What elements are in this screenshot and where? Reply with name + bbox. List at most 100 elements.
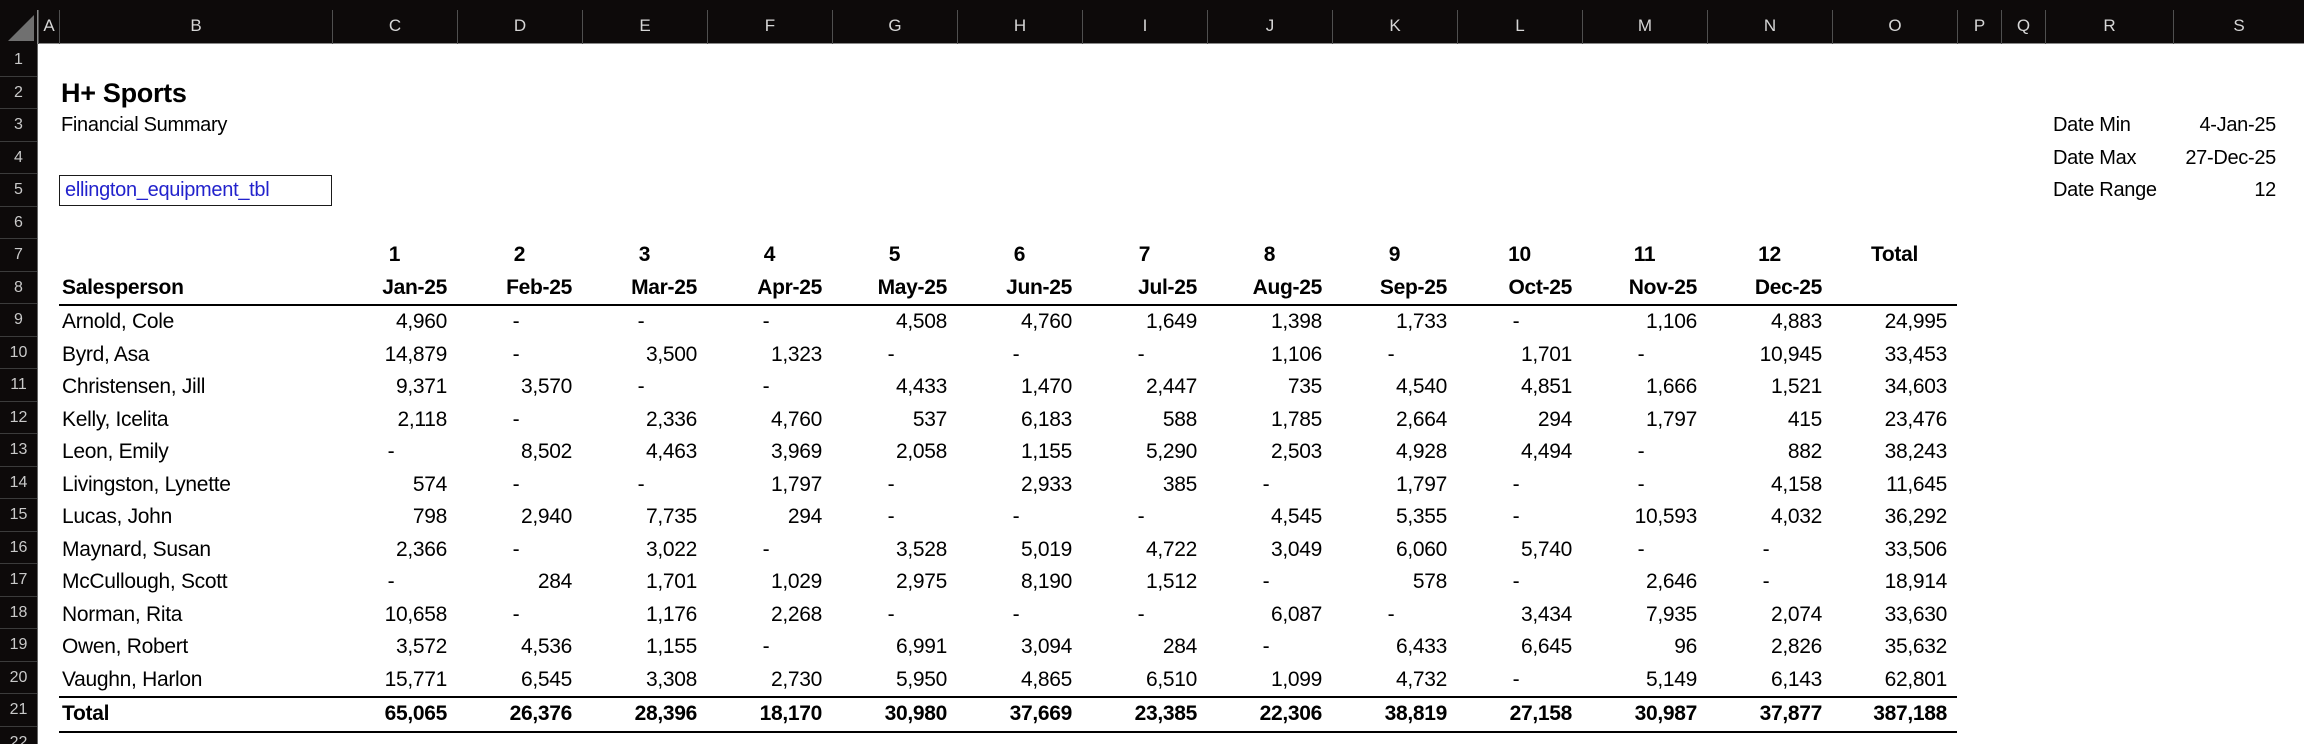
column-total-cell[interactable]: 27,158	[1457, 696, 1582, 733]
value-cell[interactable]: -	[512, 407, 520, 431]
value-cell[interactable]: -	[1637, 472, 1645, 496]
value-cell[interactable]: -	[887, 602, 895, 626]
month-header-cell[interactable]: Jun-25	[957, 271, 1082, 306]
value-cell[interactable]: -	[762, 537, 770, 561]
row-header-16[interactable]: 16	[0, 532, 37, 564]
column-header-R[interactable]: R	[2045, 10, 2173, 44]
salesperson-cell[interactable]: Kelly, Icelita	[62, 407, 169, 431]
date-panel-label[interactable]: Date Max	[2053, 146, 2137, 169]
value-cell[interactable]: 294	[1537, 407, 1572, 431]
value-cell[interactable]: 6,183	[1020, 407, 1072, 431]
value-cell[interactable]: 415	[1787, 407, 1822, 431]
value-cell[interactable]: 1,666	[1645, 375, 1697, 398]
date-panel-value[interactable]: 27-Dec-25	[2185, 146, 2276, 169]
value-cell[interactable]: -	[1512, 472, 1520, 496]
date-panel-value[interactable]: 4-Jan-25	[2199, 114, 2276, 136]
value-cell[interactable]: 5,149	[1645, 667, 1697, 691]
value-cell[interactable]: -	[1262, 635, 1270, 658]
row-header-1[interactable]: 1	[0, 44, 37, 77]
row-header-3[interactable]: 3	[0, 109, 37, 142]
value-cell[interactable]: 6,645	[1520, 635, 1572, 658]
value-cell[interactable]: 7,735	[645, 505, 697, 528]
value-cell[interactable]: -	[512, 310, 520, 333]
select-all-corner[interactable]	[0, 10, 38, 44]
value-cell[interactable]: 14,879	[384, 342, 448, 366]
row-total-cell[interactable]: 24,995	[1884, 310, 1948, 333]
month-number-cell[interactable]: 7	[1138, 243, 1151, 266]
value-cell[interactable]: 537	[912, 407, 947, 431]
value-cell[interactable]: 2,118	[397, 407, 448, 431]
column-total-cell[interactable]: 30,980	[832, 696, 957, 733]
row-header-22[interactable]: 22	[0, 727, 37, 744]
column-header-H[interactable]: H	[957, 10, 1082, 44]
column-header-P[interactable]: P	[1957, 10, 2001, 44]
value-cell[interactable]: 7,935	[1645, 602, 1697, 626]
value-cell[interactable]: 574	[412, 472, 447, 496]
value-cell[interactable]: 6,510	[1145, 667, 1197, 691]
value-cell[interactable]: 6,060	[1395, 537, 1447, 561]
row-header-18[interactable]: 18	[0, 597, 37, 629]
salesperson-cell[interactable]: Christensen, Jill	[62, 375, 206, 398]
value-cell[interactable]: 1,470	[1020, 375, 1072, 398]
value-cell[interactable]: 1,797	[770, 472, 822, 496]
column-header-Q[interactable]: Q	[2001, 10, 2045, 44]
value-cell[interactable]: 882	[1787, 440, 1822, 463]
value-cell[interactable]: 3,572	[395, 635, 447, 658]
value-cell[interactable]: 10,945	[1759, 342, 1823, 366]
value-cell[interactable]: -	[1512, 667, 1520, 691]
row-header-2[interactable]: 2	[0, 77, 37, 109]
row-total-cell[interactable]: 36,292	[1884, 505, 1948, 528]
empty-cell[interactable]	[1832, 271, 1957, 306]
value-cell[interactable]: 2,730	[770, 667, 822, 691]
month-number-cell[interactable]: 6	[1013, 243, 1026, 266]
value-cell[interactable]: 2,664	[1395, 407, 1447, 431]
value-cell[interactable]: 4,494	[1520, 440, 1572, 463]
value-cell[interactable]: 4,545	[1270, 505, 1322, 528]
row-header-19[interactable]: 19	[0, 629, 37, 662]
salesperson-cell[interactable]: Livingston, Lynette	[62, 472, 231, 496]
column-header-K[interactable]: K	[1332, 10, 1457, 44]
value-cell[interactable]: -	[637, 310, 645, 333]
column-total-cell[interactable]: 22,306	[1207, 696, 1332, 733]
value-cell[interactable]: 8,190	[1020, 570, 1072, 593]
column-header-J[interactable]: J	[1207, 10, 1332, 44]
month-header-cell[interactable]: Apr-25	[707, 271, 832, 306]
column-total-cell[interactable]: 28,396	[582, 696, 707, 733]
value-cell[interactable]: 3,434	[1520, 602, 1572, 626]
value-cell[interactable]: 294	[787, 505, 822, 528]
row-header-6[interactable]: 6	[0, 207, 37, 239]
value-cell[interactable]: -	[512, 342, 520, 366]
value-cell[interactable]: 1,176	[645, 602, 697, 626]
value-cell[interactable]: 2,940	[520, 505, 572, 528]
value-cell[interactable]: 2,503	[1270, 440, 1322, 463]
value-cell[interactable]: 1,106	[1270, 342, 1322, 366]
date-panel-label[interactable]: Date Min	[2053, 114, 2131, 136]
value-cell[interactable]: -	[762, 635, 770, 658]
value-cell[interactable]: 3,969	[770, 440, 822, 463]
value-cell[interactable]: -	[1387, 342, 1395, 366]
value-cell[interactable]: 4,158	[1770, 472, 1822, 496]
column-total-cell[interactable]: 23,385	[1082, 696, 1207, 733]
value-cell[interactable]: 5,019	[1020, 537, 1072, 561]
row-header-8[interactable]: 8	[0, 272, 37, 304]
value-cell[interactable]: 385	[1162, 472, 1197, 496]
column-header-E[interactable]: E	[582, 10, 707, 44]
value-cell[interactable]: 8,502	[520, 440, 572, 463]
value-cell[interactable]: 1,797	[1645, 407, 1697, 431]
row-header-13[interactable]: 13	[0, 434, 37, 467]
named-range-box[interactable]: ellington_equipment_tbl	[59, 175, 332, 206]
month-header-cell[interactable]: Dec-25	[1707, 271, 1832, 306]
value-cell[interactable]: 4,851	[1520, 375, 1572, 398]
month-number-cell[interactable]: 2	[513, 243, 526, 266]
sheet-title-cell[interactable]: H+ Sports	[61, 77, 187, 108]
total-header-cell[interactable]: Total	[1870, 243, 1919, 266]
value-cell[interactable]: 1,797	[1395, 472, 1447, 496]
row-header-15[interactable]: 15	[0, 499, 37, 532]
value-cell[interactable]: -	[1137, 342, 1145, 366]
value-cell[interactable]: -	[387, 440, 395, 463]
value-cell[interactable]: -	[1762, 537, 1770, 561]
salesperson-cell[interactable]: McCullough, Scott	[62, 570, 228, 593]
month-number-cell[interactable]: 12	[1758, 243, 1781, 266]
column-header-C[interactable]: C	[332, 10, 457, 44]
month-header-cell[interactable]: Jul-25	[1082, 271, 1207, 306]
